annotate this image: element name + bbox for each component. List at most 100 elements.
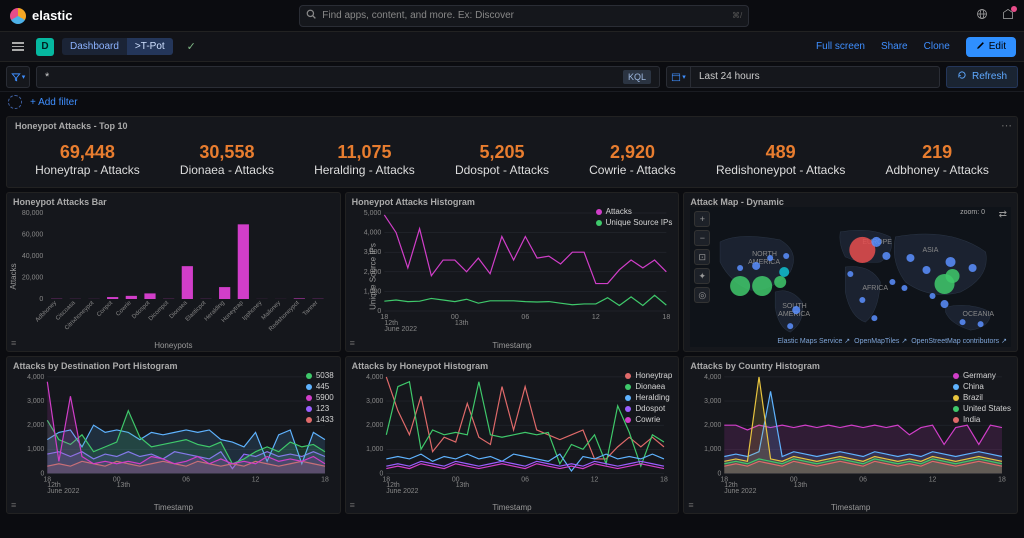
map-location-button[interactable]: ◎ xyxy=(694,287,710,303)
metric: 219Adbhoney - Attacks xyxy=(885,142,988,177)
svg-text:Cowrie: Cowrie xyxy=(115,300,133,318)
svg-text:06: 06 xyxy=(521,476,529,483)
svg-text:13th: 13th xyxy=(455,482,469,489)
legend-item[interactable]: 123 xyxy=(306,404,334,413)
svg-text:0: 0 xyxy=(39,296,43,303)
map-attribution-link[interactable]: Elastic Maps Service ↗ xyxy=(777,338,850,345)
metric: 5,205Ddospot - Attacks xyxy=(455,142,549,177)
svg-text:06: 06 xyxy=(860,476,868,483)
add-filter-row: + Add filter xyxy=(0,92,1024,112)
svg-text:June 2022: June 2022 xyxy=(47,488,79,495)
svg-text:Dicompot: Dicompot xyxy=(148,300,170,322)
map-zoom-out-button[interactable]: − xyxy=(694,230,710,246)
metric-label: Cowrie - Attacks xyxy=(589,163,676,177)
legend-item[interactable]: Unique Source IPs xyxy=(596,218,673,227)
legend-item[interactable]: United States xyxy=(953,404,1011,413)
globe-icon[interactable] xyxy=(976,8,988,23)
svg-text:3,000: 3,000 xyxy=(27,398,44,405)
query-text: * xyxy=(45,71,49,83)
map-attribution-link[interactable]: OpenMapTiles ↗ xyxy=(854,338,907,345)
legend-toggle-icon[interactable]: ≡ xyxy=(350,338,355,348)
filter-options-button[interactable]: ▾ xyxy=(6,66,30,88)
map-layers-icon[interactable]: ⇄ xyxy=(999,209,1007,220)
svg-text:Tanner: Tanner xyxy=(302,300,319,317)
metric-value: 219 xyxy=(885,142,988,163)
metric-label: Ddospot - Attacks xyxy=(455,163,549,177)
panel-title: Honeypot Attacks - Top 10 xyxy=(15,121,1009,131)
map-controls: + − ⊡ ✦ ◎ xyxy=(694,211,710,303)
share-button[interactable]: Share xyxy=(881,41,908,52)
svg-text:June 2022: June 2022 xyxy=(725,488,757,495)
legend-item[interactable]: 445 xyxy=(306,382,334,391)
panel-title: Honeypot Attacks Histogram xyxy=(352,197,673,207)
svg-text:2,000: 2,000 xyxy=(27,422,44,429)
map-tools-button[interactable]: ✦ xyxy=(694,268,710,284)
legend-toggle-icon[interactable]: ≡ xyxy=(11,338,16,348)
panel-title: Attacks by Destination Port Histogram xyxy=(13,361,334,371)
search-icon xyxy=(306,9,316,22)
multi-line-chart: 01,0002,0003,0004,000180006121812th13thJ… xyxy=(352,371,673,499)
edit-button[interactable]: Edit xyxy=(966,37,1016,57)
legend-item[interactable]: Brazil xyxy=(953,393,1011,402)
legend-item[interactable]: 5900 xyxy=(306,393,334,402)
svg-text:AFRICA: AFRICA xyxy=(863,285,889,292)
metric-value: 489 xyxy=(716,142,845,163)
date-range-input[interactable]: Last 24 hours xyxy=(690,66,940,88)
metric-value: 5,205 xyxy=(455,142,549,163)
map-attribution-link[interactable]: OpenStreetMap contributors ↗ xyxy=(911,338,1007,345)
metric-label: Honeytrap - Attacks xyxy=(35,163,140,177)
x-axis-label: Timestamp xyxy=(346,503,679,512)
breadcrumb-dashboard[interactable]: Dashboard xyxy=(62,38,127,55)
svg-text:1,000: 1,000 xyxy=(366,446,383,453)
map-zoom-in-button[interactable]: + xyxy=(694,211,710,227)
legend-toggle-icon[interactable]: ≡ xyxy=(11,500,16,510)
y-axis-label: Attacks xyxy=(9,263,18,289)
legend-item[interactable]: 1433 xyxy=(306,415,334,424)
legend-item[interactable]: Cowrie xyxy=(625,415,672,424)
global-search-input[interactable]: Find apps, content, and more. Ex: Discov… xyxy=(299,5,749,27)
legend-item[interactable]: China xyxy=(953,382,1011,391)
panel-options-icon[interactable]: ⋯ xyxy=(1001,119,1013,132)
multi-line-chart: 01,0002,0003,0004,000180006121812th13thJ… xyxy=(13,371,334,499)
map-fit-button[interactable]: ⊡ xyxy=(694,249,710,265)
fullscreen-button[interactable]: Full screen xyxy=(816,41,865,52)
clone-button[interactable]: Clone xyxy=(924,41,950,52)
date-picker-button[interactable]: ▾ xyxy=(666,66,690,88)
legend-toggle-icon[interactable]: ≡ xyxy=(350,500,355,510)
query-input[interactable]: * KQL xyxy=(36,66,660,88)
svg-text:20,000: 20,000 xyxy=(22,275,44,282)
legend-toggle-icon[interactable]: ≡ xyxy=(688,500,693,510)
refresh-button[interactable]: Refresh xyxy=(946,66,1018,88)
legend-item[interactable]: 5038 xyxy=(306,371,334,380)
refresh-icon xyxy=(957,70,967,83)
metric-value: 11,075 xyxy=(314,142,415,163)
brand-logo[interactable]: elastic xyxy=(10,8,72,24)
space-avatar[interactable]: D xyxy=(36,38,54,56)
edit-label: Edit xyxy=(989,41,1006,52)
breadcrumb-current[interactable]: >T-Pot xyxy=(127,38,173,55)
metric: 30,558Dionaea - Attacks xyxy=(180,142,274,177)
metric-value: 30,558 xyxy=(180,142,274,163)
svg-text:June 2022: June 2022 xyxy=(386,488,418,495)
query-language-badge[interactable]: KQL xyxy=(623,70,651,84)
elastic-logo-icon xyxy=(10,8,26,24)
legend-item[interactable]: Honeytrap xyxy=(625,371,672,380)
svg-text:4,000: 4,000 xyxy=(363,230,381,237)
metric: 489Redishoneypot - Attacks xyxy=(716,142,845,177)
legend-item[interactable]: Heralding xyxy=(625,393,672,402)
svg-text:06: 06 xyxy=(182,476,190,483)
newsfeed-icon[interactable] xyxy=(1002,8,1014,23)
legend-item[interactable]: Dionaea xyxy=(625,382,672,391)
panel-honeypot-histogram: Attacks by Honeypot Histogram HoneytrapD… xyxy=(345,356,680,514)
legend-item[interactable]: India xyxy=(953,415,1011,424)
svg-text:NORTH: NORTH xyxy=(752,251,777,258)
legend-item[interactable]: Germany xyxy=(953,371,1011,380)
nav-toggle-icon[interactable] xyxy=(8,38,28,55)
add-filter-button[interactable]: + Add filter xyxy=(30,97,78,108)
world-map[interactable]: NORTHAMERICAEUROPEASIAAFRICASOUTHAMERICA… xyxy=(690,207,1011,347)
svg-text:13th: 13th xyxy=(794,482,808,489)
svg-text:18: 18 xyxy=(660,476,668,483)
legend-item[interactable]: Attacks xyxy=(596,207,673,216)
svg-text:Adbhoney: Adbhoney xyxy=(35,300,58,323)
legend-item[interactable]: Ddospot xyxy=(625,404,672,413)
